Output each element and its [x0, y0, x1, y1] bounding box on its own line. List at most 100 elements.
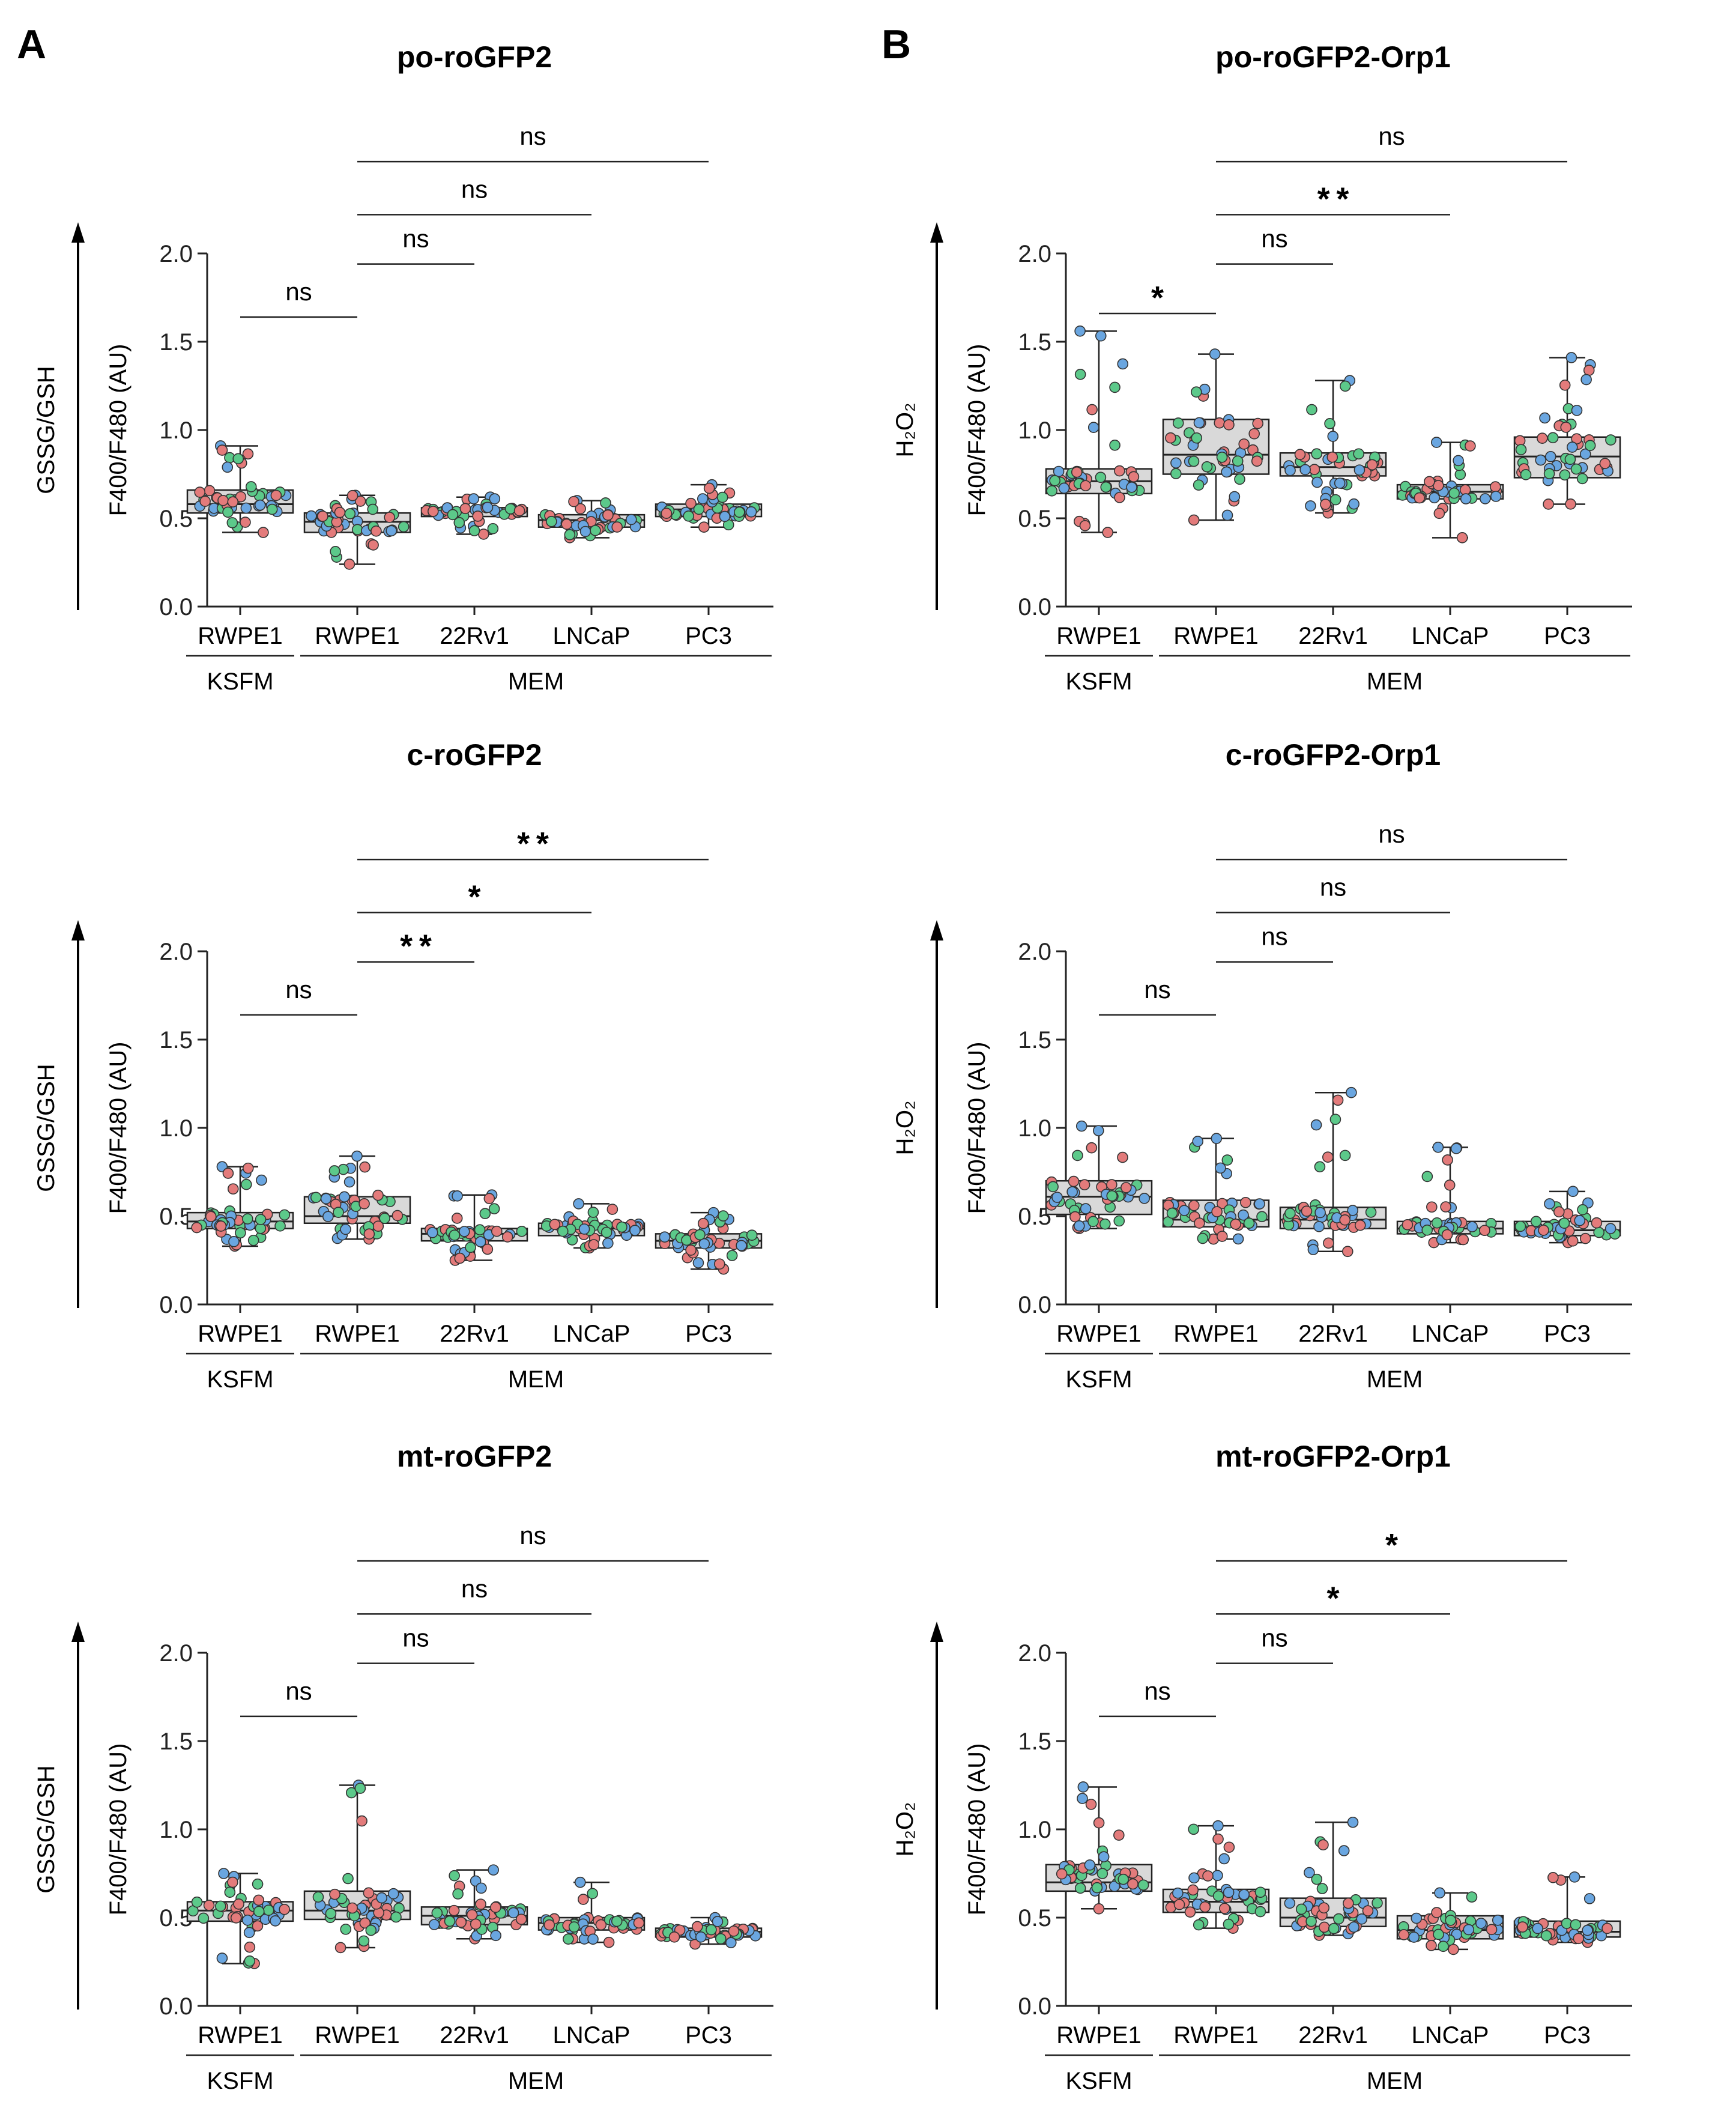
data-point [1106, 1179, 1118, 1190]
y-tick-label: 2.0 [1018, 241, 1051, 267]
data-point [216, 1952, 228, 1964]
data-point [1229, 491, 1241, 503]
data-point [478, 529, 489, 540]
data-point [1053, 465, 1065, 477]
data-point [1564, 453, 1576, 465]
data-point [455, 1916, 467, 1928]
data-point [1317, 1839, 1329, 1851]
data-point [1073, 1220, 1085, 1232]
y-tick-label: 0.5 [1018, 506, 1051, 532]
data-point [1431, 437, 1442, 448]
data-point [1256, 1211, 1268, 1223]
data-point [1188, 1823, 1200, 1835]
y-tick-label: 1.0 [159, 417, 193, 444]
data-point [1254, 1886, 1266, 1898]
data-point [1314, 1161, 1326, 1173]
data-point [1069, 1211, 1081, 1223]
significance-label: * * [400, 928, 432, 965]
x-tick-label: RWPE1 [315, 623, 400, 649]
x-tick-label: LNCaP [1412, 623, 1489, 649]
data-point [1341, 1246, 1353, 1258]
data-point [224, 1886, 236, 1898]
data-point [564, 529, 576, 541]
data-point [359, 1917, 371, 1929]
data-point [1584, 440, 1596, 452]
data-point [1068, 1175, 1080, 1187]
data-point [1117, 1151, 1128, 1163]
data-point [386, 525, 398, 537]
arrow-label: GSSG/GSH [33, 366, 59, 494]
data-point [515, 1913, 527, 1925]
y-tick-label: 1.5 [1018, 1728, 1051, 1755]
data-point [232, 453, 244, 465]
data-point [1108, 1880, 1121, 1892]
data-point [590, 525, 601, 536]
data-point [1284, 465, 1296, 476]
data-point [625, 513, 637, 525]
data-point [1238, 438, 1250, 450]
data-point [270, 1915, 281, 1927]
data-point [1307, 1244, 1319, 1255]
data-point [325, 1907, 337, 1919]
significance-label: * * [1317, 181, 1349, 217]
data-point [1118, 1873, 1129, 1885]
data-point [1074, 1882, 1086, 1894]
data-point [1520, 469, 1532, 480]
data-point [1421, 1224, 1433, 1236]
data-point [387, 1888, 399, 1900]
data-point [448, 1904, 460, 1916]
data-point [346, 1902, 358, 1914]
data-point [253, 1894, 265, 1906]
y-tick-label: 0.5 [1018, 1905, 1051, 1931]
significance-label: ns [1320, 873, 1346, 901]
data-point [1466, 1221, 1478, 1232]
data-point [659, 1231, 671, 1243]
data-point [1599, 458, 1611, 470]
data-point [1212, 1820, 1224, 1832]
data-point [376, 1892, 387, 1904]
data-point [718, 1210, 729, 1222]
data-point [734, 506, 745, 518]
data-point [1086, 404, 1098, 416]
data-point [1096, 1868, 1108, 1879]
data-point [1441, 1229, 1453, 1241]
data-point [1113, 1215, 1125, 1227]
significance-label: * * [517, 826, 549, 862]
data-point [354, 495, 366, 507]
data-point [1567, 1186, 1579, 1198]
data-point [1319, 1921, 1330, 1933]
x-tick-label: RWPE1 [198, 1321, 283, 1347]
data-point [1087, 1216, 1099, 1228]
significance-label: * [1326, 1580, 1339, 1616]
data-point [504, 503, 516, 515]
data-point [1305, 500, 1316, 512]
significance-label: ns [461, 1574, 488, 1602]
data-point [452, 1190, 463, 1202]
data-point [1326, 451, 1338, 463]
data-point [490, 1901, 501, 1913]
data-point [1560, 422, 1572, 433]
y-tick-label: 0.0 [1018, 594, 1051, 620]
x-tick-label: PC3 [685, 623, 732, 649]
data-point [1254, 1198, 1265, 1210]
data-point [685, 497, 697, 509]
data-point [476, 1882, 487, 1894]
data-point [1165, 432, 1176, 444]
data-point [384, 512, 395, 523]
data-point [216, 444, 228, 456]
data-point [1347, 1205, 1359, 1216]
data-point [482, 501, 494, 513]
x-tick-label: 22Rv1 [440, 1321, 509, 1347]
condition-label: MEM [508, 1366, 564, 1393]
data-point [1078, 1179, 1090, 1190]
x-tick-label: RWPE1 [1056, 2022, 1142, 2049]
data-point [1547, 432, 1559, 444]
data-point [1075, 1120, 1087, 1132]
significance-label: * [1151, 280, 1164, 316]
data-point [1456, 532, 1468, 544]
data-point [451, 1213, 463, 1224]
data-point [692, 1921, 703, 1933]
data-point [1366, 459, 1378, 471]
data-point [1194, 1217, 1205, 1229]
significance-label: ns [519, 1521, 546, 1549]
